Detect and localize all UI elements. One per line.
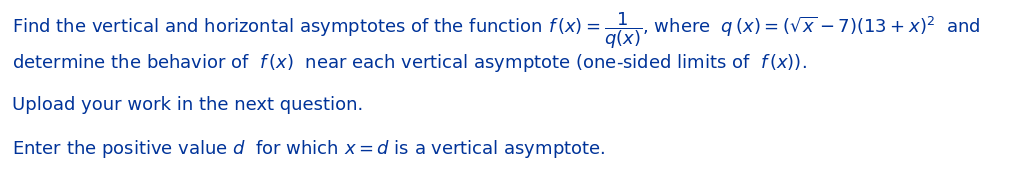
Text: Upload your work in the next question.: Upload your work in the next question.: [12, 96, 364, 114]
Text: Find the vertical and horizontal asymptotes of the function $f\,(x) = \dfrac{1}{: Find the vertical and horizontal asympto…: [12, 10, 981, 51]
Text: determine the behavior of  $f\,(x)$  near each vertical asymptote (one-sided lim: determine the behavior of $f\,(x)$ near …: [12, 52, 807, 74]
Text: Enter the positive value $d$  for which $x = d$ is a vertical asymptote.: Enter the positive value $d$ for which $…: [12, 138, 605, 160]
